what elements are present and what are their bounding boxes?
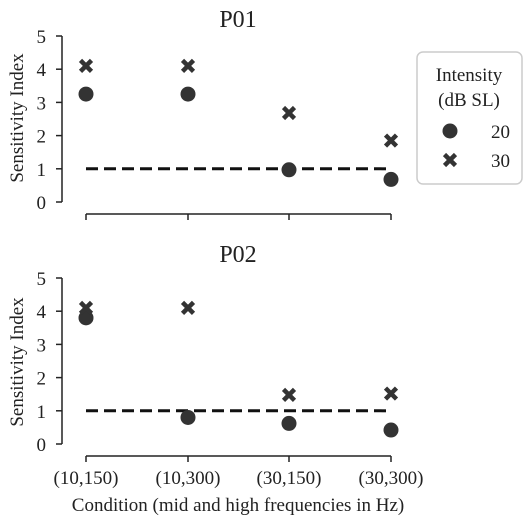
legend-label: 30 bbox=[491, 151, 510, 172]
data-point-30 bbox=[78, 58, 94, 73]
data-point-20 bbox=[281, 162, 297, 178]
data-point-30 bbox=[180, 58, 196, 73]
data-point-20 bbox=[281, 415, 297, 431]
y-tick-label: 5 bbox=[37, 269, 47, 290]
data-point-30 bbox=[383, 133, 399, 148]
y-tick-label: 3 bbox=[37, 335, 47, 356]
y-axis-label: Sensitivity Index bbox=[7, 53, 28, 183]
y-tick-label: 2 bbox=[37, 127, 47, 148]
x-tick-label: (10,150) bbox=[54, 468, 119, 489]
legend-title-line1: Intensity bbox=[436, 65, 503, 86]
legend-label: 20 bbox=[491, 122, 510, 143]
y-axis-label: Sensitivity Index bbox=[7, 297, 28, 427]
data-points bbox=[78, 58, 399, 187]
legend-frame bbox=[416, 51, 523, 185]
data-point-20 bbox=[180, 86, 196, 102]
x-tick-label: (30,150) bbox=[257, 468, 322, 489]
y-ticks: 0 1 2 3 4 5 bbox=[37, 27, 62, 214]
data-point-20 bbox=[383, 422, 399, 438]
y-tick-label: 5 bbox=[37, 27, 47, 48]
data-point-30 bbox=[78, 300, 94, 315]
y-tick-label: 2 bbox=[37, 369, 47, 390]
data-point-30 bbox=[180, 300, 196, 315]
y-ticks: 0 1 2 3 4 5 bbox=[37, 269, 62, 456]
data-point-30 bbox=[383, 386, 399, 401]
x-ticks bbox=[85, 214, 392, 220]
x-tick-label: (30,300) bbox=[359, 468, 424, 489]
x-ticks: (10,150) (10,300) (30,150) (30,300) bbox=[54, 456, 424, 489]
x-axis-label: Condition (mid and high frequencies in H… bbox=[72, 495, 404, 516]
panel-title: P02 bbox=[219, 242, 256, 268]
data-point-20 bbox=[383, 171, 399, 187]
y-tick-label: 0 bbox=[37, 435, 47, 456]
x-tick-label: (10,300) bbox=[156, 468, 221, 489]
data-point-30 bbox=[281, 387, 297, 402]
legend-title-line2: (dB SL) bbox=[438, 90, 500, 111]
legend-marker-20-icon bbox=[442, 123, 458, 139]
panel-title: P01 bbox=[219, 7, 256, 33]
y-tick-label: 1 bbox=[37, 402, 47, 423]
y-tick-label: 4 bbox=[37, 60, 47, 81]
y-tick-label: 3 bbox=[37, 93, 47, 114]
y-tick-label: 1 bbox=[37, 160, 47, 181]
y-tick-label: 4 bbox=[37, 302, 47, 323]
legend-marker-30-icon bbox=[442, 152, 458, 168]
data-point-20 bbox=[78, 86, 94, 102]
data-points bbox=[78, 300, 399, 438]
panel-p01: P01 Sensitivity Index 0 1 2 3 4 5 bbox=[7, 7, 399, 220]
data-point-30 bbox=[281, 105, 297, 121]
y-tick-label: 0 bbox=[37, 193, 47, 214]
data-point-20 bbox=[180, 409, 196, 425]
